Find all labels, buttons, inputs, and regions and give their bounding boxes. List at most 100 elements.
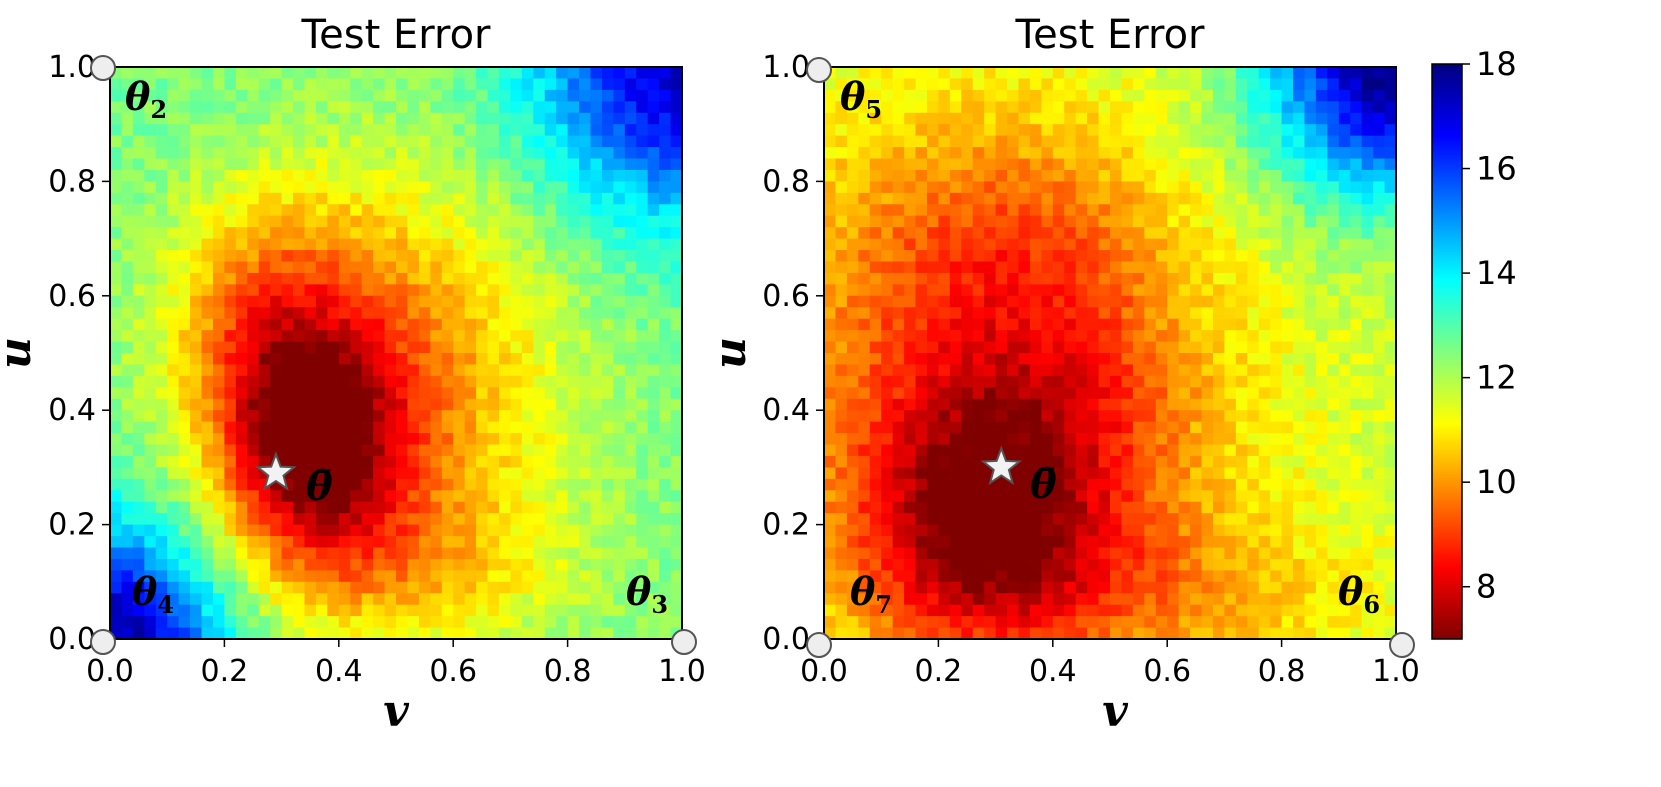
heatmap-cell (1327, 295, 1340, 308)
heatmap-cell (1144, 513, 1157, 526)
heatmap-cell (1052, 375, 1065, 388)
heatmap-cell (258, 169, 271, 182)
heatmap-cell (1144, 570, 1157, 583)
heatmap-cell (624, 490, 637, 503)
heatmap-cell (659, 295, 672, 308)
heatmap-cell (1144, 421, 1157, 434)
heatmap-cell (647, 364, 660, 377)
heatmap-cell (949, 616, 962, 629)
heatmap-cell (544, 227, 557, 240)
heatmap-cell (498, 124, 511, 137)
heatmap-cell (995, 272, 1008, 285)
heatmap-cell (1178, 364, 1191, 377)
heatmap-cell (670, 364, 683, 377)
heatmap-cell (1270, 616, 1283, 629)
heatmap-cell (984, 147, 997, 160)
heatmap-cell (624, 135, 637, 148)
heatmap-cell (904, 524, 917, 537)
heatmap-cell (132, 307, 145, 320)
heatmap-cell (384, 158, 397, 171)
heatmap-cell (212, 398, 225, 411)
heatmap-cell (613, 455, 626, 468)
heatmap-cell (396, 375, 409, 388)
heatmap-cell (824, 398, 837, 411)
heatmap-cell (892, 536, 905, 549)
heatmap-cell (327, 513, 340, 526)
heatmap-cell (155, 112, 168, 125)
heatmap-cell (144, 581, 157, 594)
heatmap-cell (624, 261, 637, 274)
heatmap-cell (453, 455, 466, 468)
heatmap-cell (521, 215, 534, 228)
heatmap-cell (938, 318, 951, 331)
heatmap-cell (1155, 513, 1168, 526)
heatmap-cell (281, 330, 294, 343)
heatmap-cell (1373, 89, 1386, 102)
heatmap-cell (270, 536, 283, 549)
heatmap-cell (881, 318, 894, 331)
heatmap-cell (915, 307, 928, 320)
heatmap-cell (293, 513, 306, 526)
heatmap-cell (1041, 147, 1054, 160)
heatmap-cell (1155, 604, 1168, 617)
heatmap-cell (1029, 353, 1042, 366)
heatmap-cell (1144, 353, 1157, 366)
heatmap-cell (647, 89, 660, 102)
heatmap-cell (1052, 455, 1065, 468)
heatmap-cell (464, 158, 477, 171)
heatmap-cell (579, 410, 592, 423)
heatmap-cell (1007, 250, 1020, 263)
heatmap-cell (315, 570, 328, 583)
heatmap-cell (1052, 581, 1065, 594)
heatmap-cell (418, 444, 431, 457)
heatmap-cell (869, 192, 882, 205)
heatmap-cell (556, 616, 569, 629)
heatmap-cell (869, 215, 882, 228)
heatmap-cell (590, 444, 603, 457)
heatmap-cell (418, 272, 431, 285)
heatmap-cell (453, 375, 466, 388)
heatmap-cell (521, 410, 534, 423)
heatmap-cell (1190, 330, 1203, 343)
right-chart: Test Error 0.0 0.2 0.4 0.6 0.8 1.00.00.20.40.… (705, 12, 1420, 737)
heatmap-cell (498, 112, 511, 125)
heatmap-cell (521, 547, 534, 560)
heatmap-cell (1258, 250, 1271, 263)
heatmap-cell (1258, 215, 1271, 228)
heatmap-cell (938, 581, 951, 594)
heatmap-cell (1098, 250, 1111, 263)
heatmap-cell (647, 501, 660, 514)
heatmap-cell (869, 261, 882, 274)
heatmap-cell (132, 627, 145, 640)
heatmap-cell (858, 375, 871, 388)
heatmap-cell (1018, 204, 1031, 217)
heatmap-cell (567, 478, 580, 491)
heatmap-cell (1098, 536, 1111, 549)
heatmap-cell (881, 192, 894, 205)
heatmap-cell (1281, 353, 1294, 366)
heatmap-cell (327, 238, 340, 251)
heatmap-cell (1258, 444, 1271, 457)
heatmap-cell (1224, 558, 1237, 571)
heatmap-cell (904, 433, 917, 446)
heatmap-cell (636, 158, 649, 171)
heatmap-cell (869, 238, 882, 251)
left-anchor-label-top-left: θ2 (125, 74, 167, 124)
heatmap-cell (1235, 135, 1248, 148)
heatmap-cell (961, 604, 974, 617)
heatmap-cell (1361, 353, 1374, 366)
heatmap-cell (155, 478, 168, 491)
heatmap-cell (1224, 524, 1237, 537)
heatmap-cell (1315, 410, 1328, 423)
heatmap-cell (1155, 135, 1168, 148)
heatmap-cell (1144, 398, 1157, 411)
heatmap-cell (972, 192, 985, 205)
heatmap-cell (1064, 467, 1077, 480)
heatmap-cell (647, 238, 660, 251)
heatmap-cell (636, 238, 649, 251)
heatmap-cell (1087, 490, 1100, 503)
heatmap-cell (972, 513, 985, 526)
heatmap-cell (384, 478, 397, 491)
heatmap-cell (601, 238, 614, 251)
heatmap-cell (1304, 341, 1317, 354)
